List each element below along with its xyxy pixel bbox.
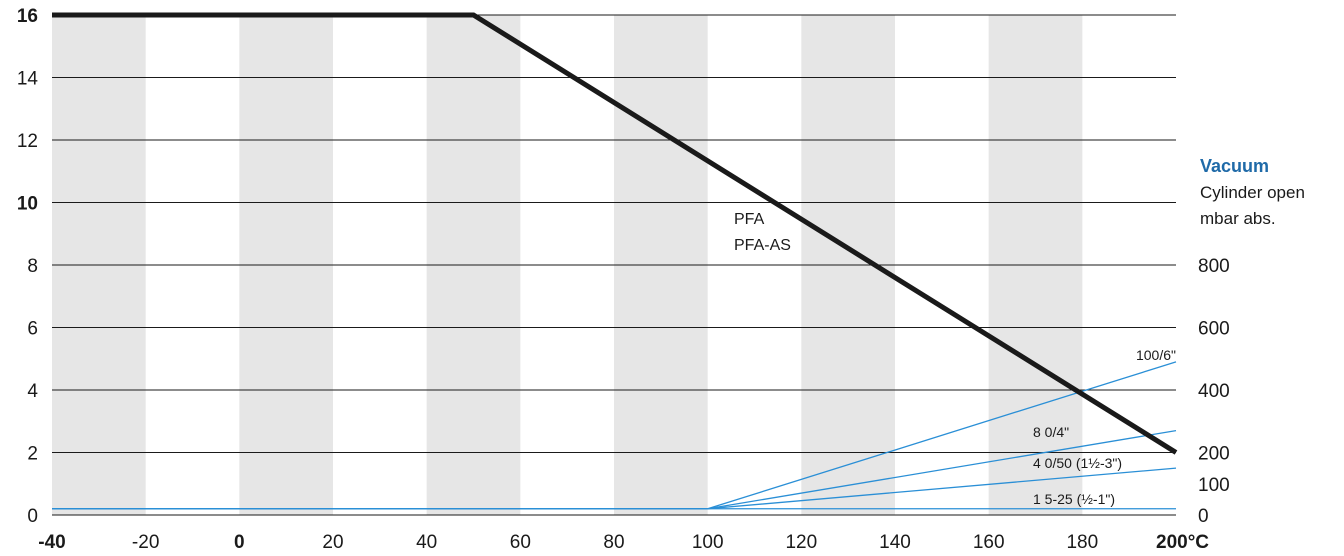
vacuum-series-label: 1 5-25 (½-1") <box>1033 491 1115 507</box>
x-tick-label: 80 <box>603 532 624 553</box>
series-label-pfa-as: PFA-AS <box>734 237 791 254</box>
y-tick-label: 12 <box>17 131 38 152</box>
x-tick-label: 180 <box>1066 532 1098 553</box>
vacuum-lines <box>52 361 1177 510</box>
vacuum-subtitle-2: mbar abs. <box>1200 209 1276 228</box>
series-label-pfa: PFA <box>734 211 765 228</box>
y-tick-label: 6 <box>27 319 38 340</box>
y2-tick-label: 800 <box>1198 256 1230 277</box>
y-axis: 0 2 4 6 8 10 12 14 16 <box>17 6 39 527</box>
y-tick-label: 8 <box>27 256 38 277</box>
x-tick-label: 0 <box>234 532 245 553</box>
x-tick-label: 140 <box>879 532 911 553</box>
x-tick-label: -20 <box>132 532 159 553</box>
vacuum-series-label: 4 0/50 (1½-3") <box>1033 455 1122 471</box>
x-tick-label: 160 <box>973 532 1005 553</box>
x-tick-label: 20 <box>322 532 343 553</box>
y-tick-label: 14 <box>17 69 39 90</box>
y2-tick-label: 400 <box>1198 381 1230 402</box>
y-tick-label: 0 <box>27 506 38 527</box>
x-tick-label: 200°C <box>1156 532 1209 553</box>
y2-tick-label: 200 <box>1198 444 1230 465</box>
vacuum-subtitle-1: Cylinder open <box>1200 183 1305 202</box>
x-axis: -40 -20 0 20 40 60 80 100 120 140 160 180 200°C <box>38 532 1209 553</box>
x-tick-label: 60 <box>510 532 531 553</box>
pfa-series-line <box>52 12 1178 455</box>
x-tick-label: 40 <box>416 532 437 553</box>
x-tick-label: 100 <box>692 532 724 553</box>
x-tick-label: -40 <box>38 532 65 553</box>
y2-tick-label: 600 <box>1198 319 1230 340</box>
main-series <box>52 12 1178 455</box>
y2-tick-label: 100 <box>1198 475 1230 496</box>
y2-axis: 0 100 200 400 600 800 <box>1198 256 1230 527</box>
y-tick-label: 10 <box>17 194 38 215</box>
y2-tick-label: 0 <box>1198 506 1209 527</box>
y-tick-label: 2 <box>27 444 38 465</box>
y-tick-label: 4 <box>27 381 38 402</box>
series-labels: PFA PFA-AS 100/6" 8 0/4" 4 0/50 (1½-3") 1 5-2… <box>734 211 1176 507</box>
vacuum-series-label: 8 0/4" <box>1033 424 1069 440</box>
vacuum-title: Vacuum <box>1200 156 1269 176</box>
vacuum-series-label: 100/6" <box>1136 347 1176 363</box>
x-tick-label: 120 <box>785 532 817 553</box>
y-tick-label: 16 <box>17 6 38 27</box>
